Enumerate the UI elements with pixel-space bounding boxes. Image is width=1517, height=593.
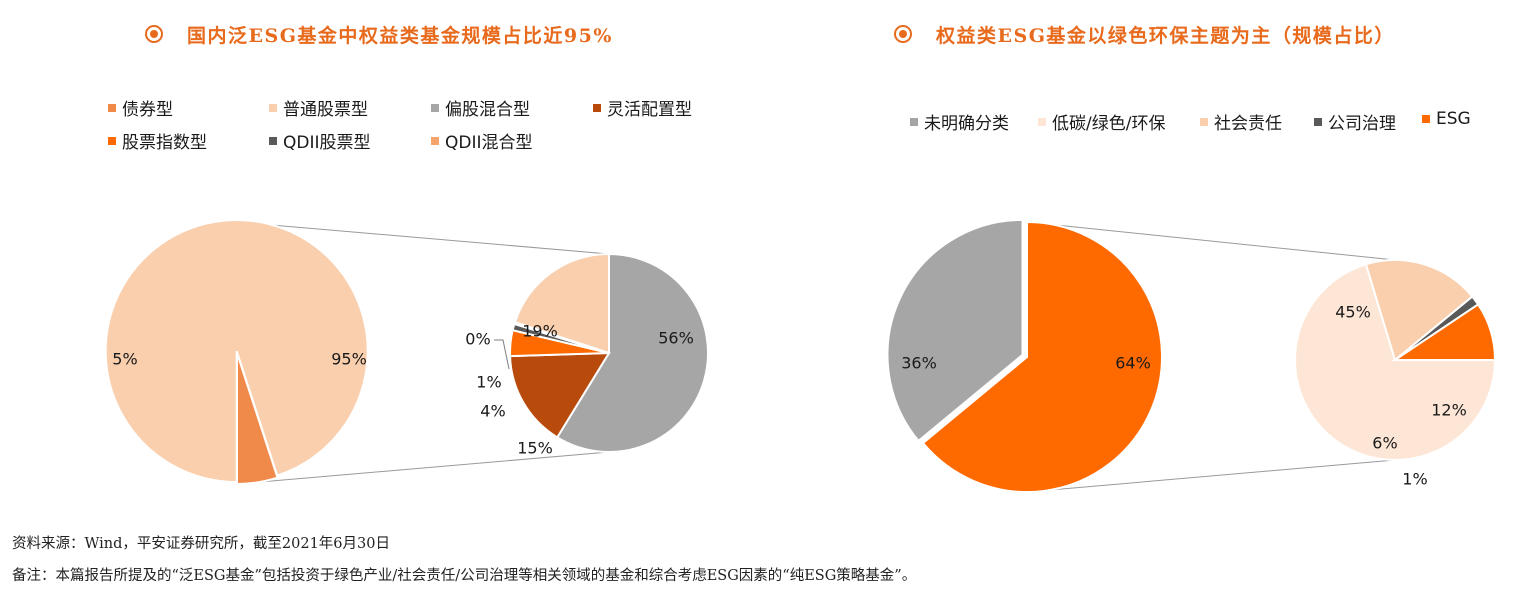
data-label: 56% [658, 329, 694, 348]
pie-slice [1364, 259, 1474, 362]
legend-swatch [1200, 117, 1208, 126]
legend-label: 债券型 [122, 100, 173, 120]
legend-item: QDII股票型 [269, 128, 371, 153]
legend-item: 社会责任 [1200, 109, 1282, 134]
legend-swatch [1422, 115, 1430, 123]
legend-swatch [1038, 117, 1046, 126]
pie-slices [104, 218, 1497, 493]
panel2-title: 权益类ESG基金以绿色环保主题为主（规模占比） [894, 20, 1395, 48]
pie-slice [236, 352, 279, 486]
source-note: 资料来源：Wind，平安证券研究所，截至2021年6月30日 [12, 536, 390, 552]
legend-item: ESG [1422, 109, 1471, 129]
legend-label: 偏股混合型 [445, 100, 530, 120]
data-label: 15% [517, 439, 553, 458]
legend-item: 股票指数型 [108, 128, 207, 153]
data-label: 95% [331, 350, 367, 369]
pie-slice [886, 218, 1024, 443]
target-bullet-icon [894, 25, 912, 43]
panel2-title-text: 权益类ESG基金以绿色环保主题为主（规模占比） [936, 24, 1395, 47]
data-label: 36% [901, 354, 937, 373]
panel1-title: 国内泛ESG基金中权益类基金规模占比近95% [145, 20, 613, 48]
legend-label: ESG [1436, 109, 1471, 129]
legend-swatch [593, 103, 601, 112]
legend-label: 股票指数型 [122, 133, 207, 153]
connector-line [1026, 459, 1396, 493]
legend-swatch [1314, 117, 1322, 126]
data-label: 4% [480, 402, 505, 421]
legend-item: 普通股票型 [269, 95, 368, 120]
legend-label: 普通股票型 [283, 100, 368, 120]
legend-swatch [269, 103, 277, 112]
pie-slice [513, 252, 610, 355]
legend-swatch [269, 136, 277, 145]
legend-swatch [431, 136, 439, 145]
data-label: 1% [1402, 470, 1427, 489]
legend-item: 债券型 [108, 95, 173, 120]
legend-label: QDII混合型 [445, 133, 533, 153]
data-label: 64% [1115, 354, 1151, 373]
data-label: 45% [1335, 303, 1371, 322]
pie-slice [1391, 303, 1497, 361]
data-label: 5% [112, 350, 137, 369]
legend-label: 未明确分类 [924, 114, 1009, 134]
pie-slice [1294, 263, 1497, 461]
legend-item: 灵活配置型 [593, 95, 692, 120]
slice-labels: 95% 5% 56% 15% 4% 1% 0% 19% 64% 36% 45% 12% 1% 6% [112, 303, 1466, 489]
legend-item: 低碳/绿色/环保 [1038, 109, 1165, 134]
legend-item: QDII混合型 [431, 128, 533, 153]
target-bullet-icon [145, 25, 163, 43]
pie-slice [555, 252, 709, 453]
legend-label: 低碳/绿色/环保 [1052, 114, 1166, 134]
connector-line [1026, 221, 1396, 261]
data-label: 12% [1431, 401, 1467, 420]
pie-slice [104, 219, 369, 484]
leader-line [494, 339, 510, 370]
data-label: 0% [465, 330, 490, 349]
legend-label: QDII股票型 [283, 133, 371, 153]
legend-swatch [431, 103, 439, 112]
data-label: 6% [1372, 434, 1397, 453]
connector-line [236, 451, 610, 485]
legend-item: 偏股混合型 [431, 95, 530, 120]
legend-swatch [910, 117, 918, 126]
data-label: 1% [476, 373, 501, 392]
legend-item: 未明确分类 [910, 109, 1009, 134]
legend-label: 公司治理 [1328, 114, 1396, 134]
panel1-title-text: 国内泛ESG基金中权益类基金规模占比近95% [187, 24, 613, 47]
pie-slice [509, 351, 611, 439]
legend-swatch [108, 103, 116, 112]
connector-lines [236, 221, 1396, 493]
data-label: 19% [522, 322, 558, 341]
legend-label: 社会责任 [1214, 114, 1282, 134]
legend-swatch [108, 136, 116, 145]
legend-label: 灵活配置型 [607, 100, 692, 120]
legend-item: 公司治理 [1314, 109, 1396, 134]
connector-line [236, 221, 610, 255]
remark-note: 备注：本篇报告所提及的“泛ESG基金”包括投资于绿色产业/社会责任/公司治理等相… [12, 568, 917, 584]
pie-slice [921, 220, 1163, 493]
